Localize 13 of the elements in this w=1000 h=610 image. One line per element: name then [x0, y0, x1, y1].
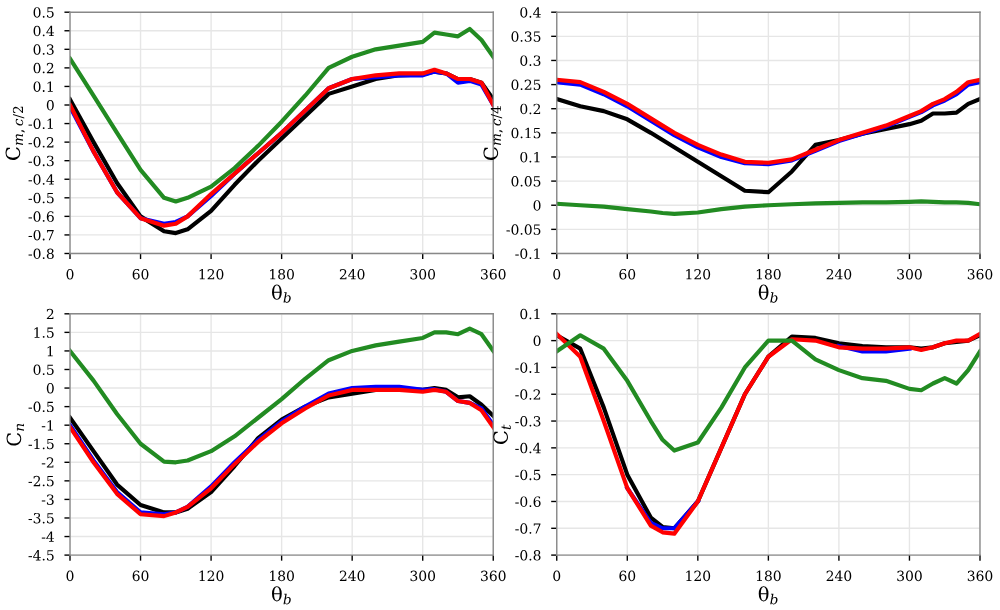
y-axis-title: C$_{m,c/2}$ — [5, 106, 25, 160]
y-axis-title: C$_{t}$ — [493, 424, 511, 444]
line-series — [70, 326, 494, 465]
x-axis-title: θ$_{b}$ — [272, 284, 291, 303]
line-series — [70, 26, 494, 204]
y-axis-title: C$_{n}$ — [6, 423, 24, 446]
x-axis-title: θ$_{b}$ — [272, 586, 291, 605]
x-axis-title: θ$_{b}$ — [758, 284, 778, 303]
line-series — [556, 96, 980, 195]
y-axis-title: C$_{m,c/4}$ — [483, 105, 503, 160]
line-series — [556, 333, 980, 453]
line-series — [556, 199, 980, 217]
x-axis-title: θ$_{b}$ — [758, 586, 778, 605]
